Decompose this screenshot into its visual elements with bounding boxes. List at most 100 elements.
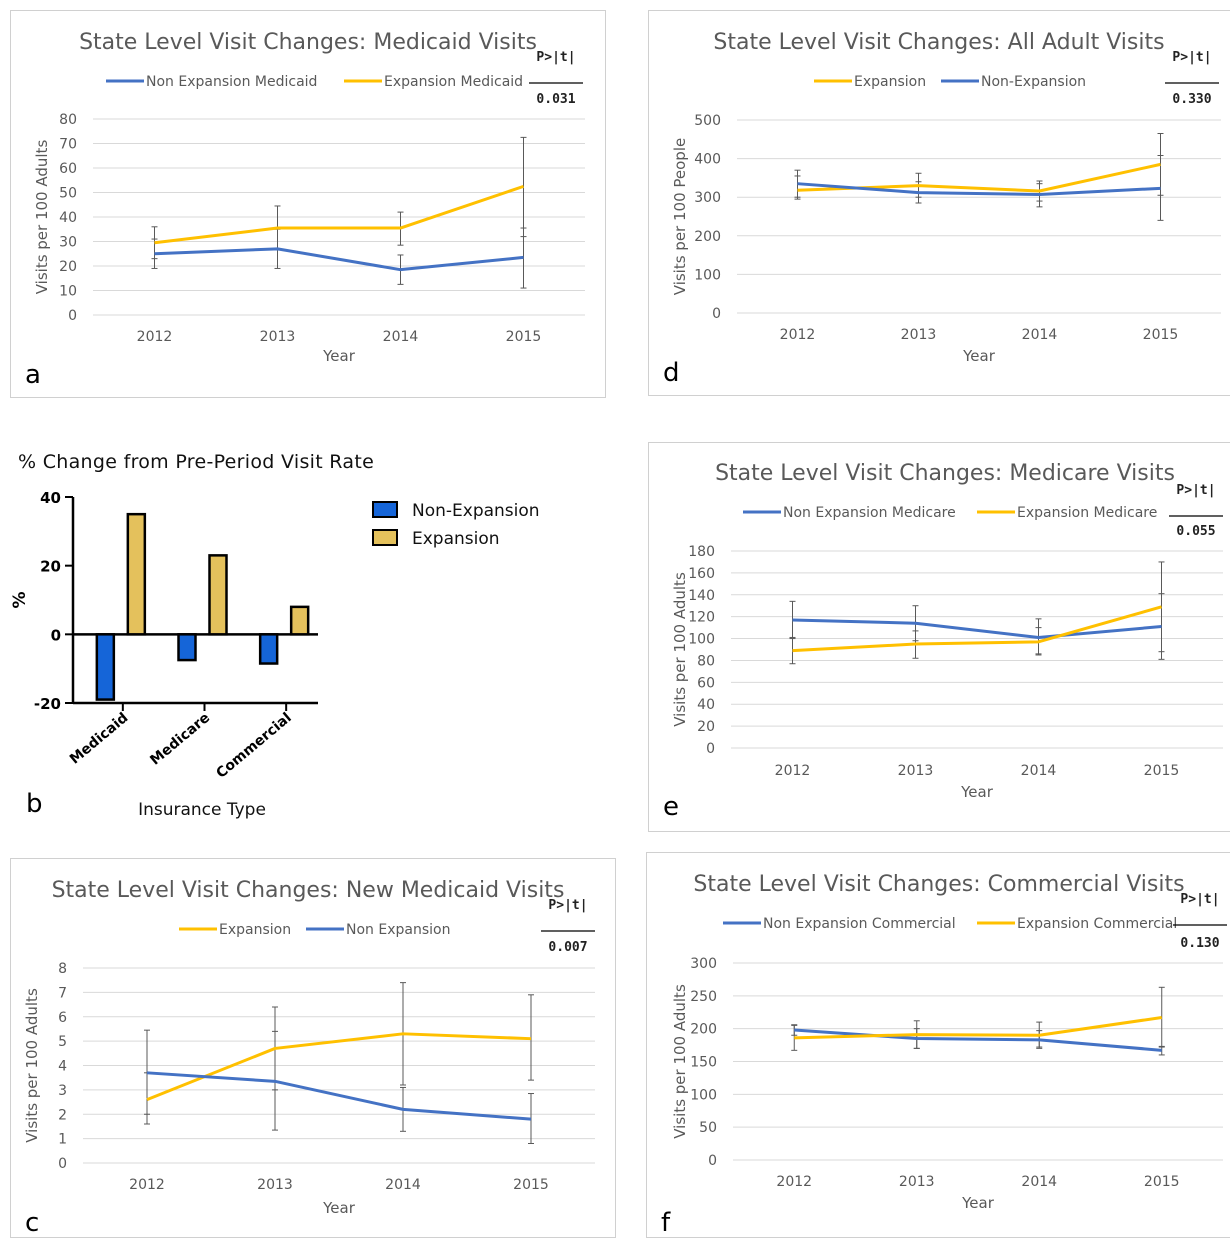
bar-bar_expansion (208, 554, 228, 636)
y-tick-label: 50 (59, 186, 77, 202)
y-tick-label: 30 (59, 235, 77, 251)
y-tick-label: 7 (58, 985, 67, 1001)
x-tick-label: 2012 (776, 1174, 812, 1190)
legend-label-non_expansion: Non Expansion (346, 922, 450, 938)
y-tick-label: 300 (690, 956, 717, 972)
x-tick-label: 2014 (385, 1177, 421, 1193)
chart-b: % Change from Pre-Period Visit Rate -20 0 2… (10, 451, 540, 820)
y-tick-label: 0 (51, 626, 61, 644)
bar-bar_expansion (289, 605, 310, 636)
panel-letter: d (663, 358, 680, 388)
y-tick-label: 300 (694, 190, 721, 206)
legend-label-bar_expansion: Expansion (412, 529, 500, 549)
chart-a: State Level Visit Changes: Medicaid Visi… (25, 30, 585, 390)
legend-label-non_expansion: Non Expansion Commercial (763, 916, 956, 932)
panel-letter: e (663, 792, 679, 822)
y-tick-label: 10 (59, 284, 77, 300)
panel-letter: a (25, 360, 41, 390)
x-axis-title: Insurance Type (138, 800, 266, 820)
panel-f: State Level Visit Changes: Commercial Vi… (646, 852, 1230, 1238)
x-tick-label: 2014 (1022, 327, 1058, 343)
y-axis-title: Visits per 100 Adults (671, 572, 689, 727)
p-label: P>|t| (548, 898, 587, 913)
legend-swatch-bar_expansion (372, 529, 398, 546)
p-label: P>|t| (536, 50, 575, 65)
series-line-non_expansion (794, 1028, 1162, 1052)
panel-c: State Level Visit Changes: New Medicaid … (10, 858, 616, 1238)
y-tick-label: 150 (690, 1055, 717, 1071)
y-tick-label: 8 (58, 961, 67, 977)
panel-letter: c (25, 1208, 39, 1238)
x-tick-label: 2014 (1021, 1174, 1057, 1190)
x-tick-label: 2014 (1021, 763, 1057, 779)
legend-label-non_expansion: Non Expansion Medicare (783, 505, 956, 521)
y-tick-label: 100 (688, 632, 715, 648)
chart-title: State Level Visit Changes: All Adult Vis… (713, 30, 1164, 55)
y-tick-label: 100 (690, 1087, 717, 1103)
x-tick-label: Medicare (147, 710, 213, 769)
y-tick-label: 2 (58, 1107, 67, 1123)
y-tick-label: 120 (688, 610, 715, 626)
y-tick-label: 70 (59, 137, 77, 153)
x-axis-title: Year (322, 347, 356, 365)
x-tick-label: 2015 (1144, 763, 1180, 779)
y-axis-title: Visits per 100 Adults (671, 984, 689, 1139)
x-tick-label: Medicaid (67, 710, 132, 768)
y-tick-label: 160 (688, 566, 715, 582)
y-tick-label: 200 (694, 229, 721, 245)
p-value: 0.330 (1172, 92, 1211, 107)
y-tick-label: 60 (697, 675, 715, 691)
panel-letter: f (661, 1208, 671, 1238)
series-line-expansion (794, 1016, 1162, 1040)
x-axis-title: Year (961, 1194, 995, 1212)
x-tick-label: 2013 (260, 329, 296, 345)
chart-e: State Level Visit Changes: Medicare Visi… (663, 461, 1223, 822)
panel-d: State Level Visit Changes: All Adult Vis… (648, 10, 1230, 396)
chart-f: State Level Visit Changes: Commercial Vi… (661, 872, 1227, 1238)
legend-swatch-bar_non_expansion (372, 501, 398, 518)
y-tick-label: 5 (58, 1034, 67, 1050)
series-line-non_expansion (154, 247, 524, 272)
y-tick-label: 100 (694, 267, 721, 283)
x-tick-label: 2012 (129, 1177, 165, 1193)
y-tick-label: 60 (59, 161, 77, 177)
x-tick-label: 2014 (383, 329, 419, 345)
series-line-expansion (792, 605, 1162, 653)
series-line-non_expansion (146, 1071, 532, 1121)
y-tick-label: 50 (699, 1120, 717, 1136)
x-tick-label: 2015 (506, 329, 542, 345)
y-axis-title: Visits per 100 Adults (33, 140, 51, 295)
x-tick-label: Commercial (213, 710, 294, 782)
y-tick-label: 20 (697, 719, 715, 735)
chart-c: State Level Visit Changes: New Medicaid … (23, 878, 595, 1238)
y-tick-label: 140 (688, 588, 715, 604)
p-label: P>|t| (1176, 483, 1215, 498)
y-axis-title: % (10, 591, 30, 608)
x-tick-label: 2015 (1144, 1174, 1180, 1190)
series-line-expansion (154, 184, 524, 245)
y-tick-label: 0 (708, 1153, 717, 1169)
series-line-non_expansion (797, 182, 1161, 196)
p-value: 0.055 (1176, 524, 1215, 539)
legend-label-expansion: Expansion Medicaid (384, 74, 523, 90)
panel-e: State Level Visit Changes: Medicare Visi… (648, 442, 1230, 832)
y-tick-label: 0 (706, 741, 715, 757)
x-tick-label: 2015 (513, 1177, 549, 1193)
x-tick-label: 2012 (780, 327, 816, 343)
chart-d: State Level Visit Changes: All Adult Vis… (663, 30, 1221, 388)
x-tick-label: 2013 (901, 327, 937, 343)
y-tick-label: -20 (34, 695, 61, 713)
y-tick-label: 250 (690, 989, 717, 1005)
y-tick-label: 200 (690, 1022, 717, 1038)
y-axis-title: Visits per 100 Adults (23, 988, 41, 1143)
y-tick-label: 40 (40, 489, 61, 507)
x-axis-title: Year (960, 783, 994, 801)
chart-title: State Level Visit Changes: Commercial Vi… (693, 872, 1184, 897)
y-tick-label: 500 (694, 113, 721, 129)
y-tick-label: 6 (58, 1010, 67, 1026)
x-axis-title: Year (962, 347, 996, 365)
y-tick-label: 20 (40, 558, 61, 576)
y-tick-label: 180 (688, 544, 715, 560)
bar-bar_non_expansion (258, 633, 279, 665)
bar-bar_non_expansion (177, 633, 197, 662)
